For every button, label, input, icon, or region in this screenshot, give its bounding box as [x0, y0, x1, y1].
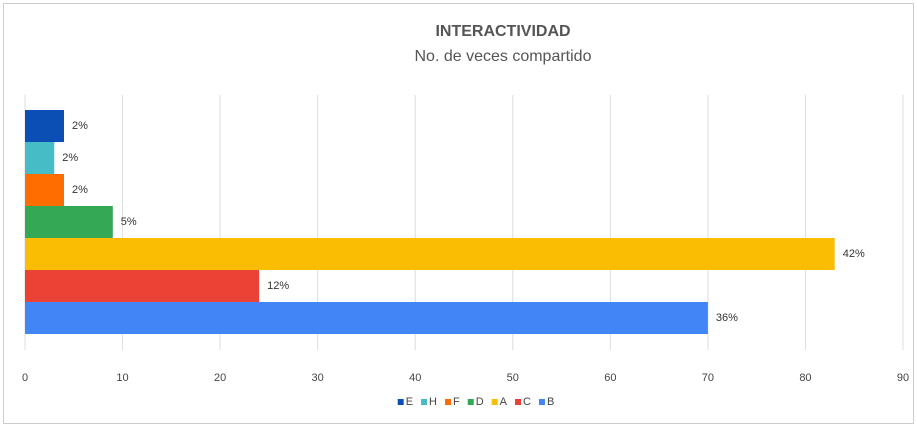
legend-swatch [538, 399, 545, 405]
legend-label: C [523, 396, 531, 408]
bar [25, 270, 260, 302]
bar [25, 302, 708, 334]
data-label: 2% [72, 120, 88, 132]
bar [25, 238, 835, 270]
x-tick-label: 50 [507, 372, 519, 384]
legend-swatch [421, 399, 428, 405]
data-label: 42% [843, 248, 865, 260]
x-tick-label: 20 [214, 372, 226, 384]
legend-label: H [429, 396, 437, 408]
chart-subtitle: No. de veces compartido [415, 48, 592, 65]
legend-swatch [444, 399, 451, 405]
x-tick-label: 30 [312, 372, 324, 384]
x-tick-label: 40 [409, 372, 421, 384]
data-label: 5% [121, 216, 137, 228]
legend-label: E [406, 396, 413, 408]
legend-swatch [515, 399, 522, 405]
x-tick-label: 90 [897, 372, 909, 384]
data-label: 2% [62, 152, 78, 164]
bar [25, 174, 65, 206]
legend-swatch [467, 399, 474, 405]
legend-label: D [476, 396, 484, 408]
legend-label: B [547, 396, 554, 408]
data-label: 12% [267, 280, 289, 292]
bar [25, 110, 65, 142]
data-label: 2% [72, 184, 88, 196]
x-tick-label: 10 [116, 372, 128, 384]
legend-swatch [491, 399, 498, 405]
legend-label: F [453, 396, 460, 408]
bar [25, 206, 113, 238]
bar [25, 142, 55, 174]
x-tick-label: 60 [604, 372, 616, 384]
legend-label: A [500, 396, 508, 408]
data-label: 36% [716, 312, 738, 324]
x-tick-label: 70 [702, 372, 714, 384]
legend-swatch [397, 399, 404, 405]
x-tick-label: 80 [799, 372, 811, 384]
x-tick-label: 0 [22, 372, 28, 384]
chart-frame [3, 3, 914, 424]
chart-title: INTERACTIVIDAD [435, 23, 570, 40]
